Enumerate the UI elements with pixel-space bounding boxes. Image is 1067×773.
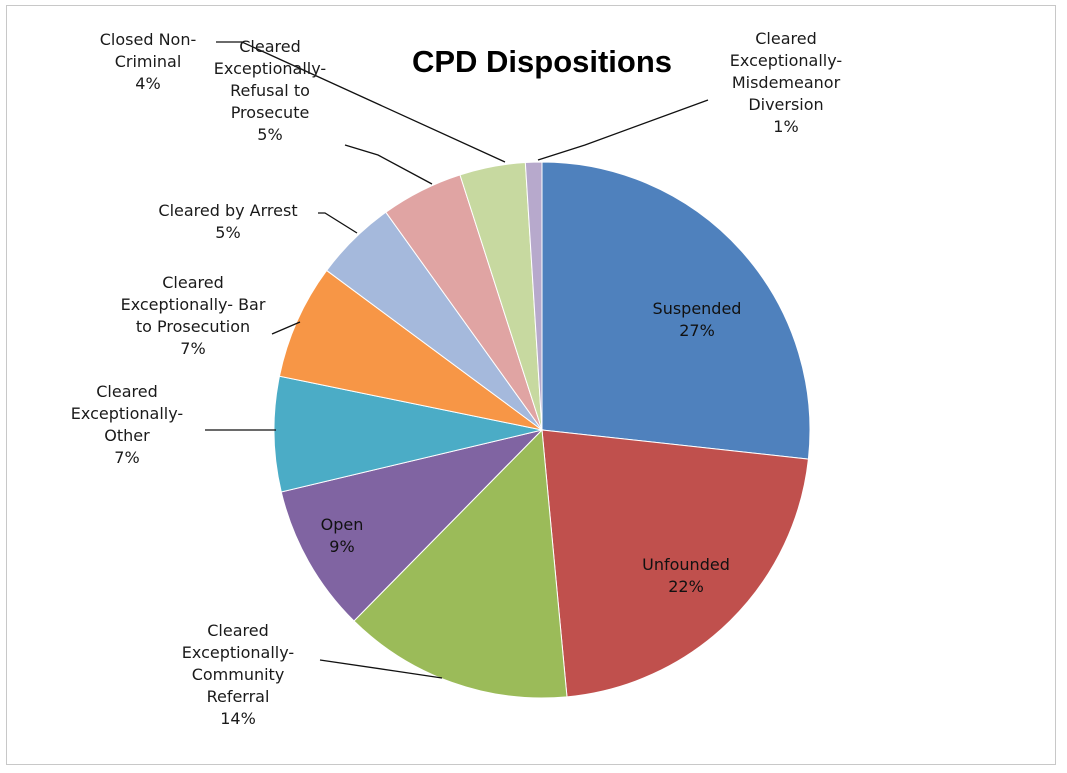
data-label-cleared-exceptionally-misdemeanor-diversion: Cleared Exceptionally- Misdemeanor Diversio… xyxy=(730,29,842,136)
data-label-open: Open 9% xyxy=(321,515,364,556)
data-label-line: Unfounded xyxy=(642,555,730,574)
pie-slice-unfounded xyxy=(541,429,809,698)
data-label-line: Cleared xyxy=(755,29,817,48)
data-label-line: Prosecute xyxy=(231,103,310,122)
leader-line-cleared-exceptionally-bar-to-prosecution xyxy=(271,321,301,335)
data-label-line: Exceptionally- xyxy=(182,643,294,662)
data-label-suspended: Suspended 27% xyxy=(653,299,742,340)
data-label-percent: 14% xyxy=(220,709,256,728)
data-label-cleared-exceptionally-refusal-to-prosecute: Cleared Exceptionally- Refusal to Prosecute… xyxy=(214,37,326,144)
data-label-cleared-by-arrest: Cleared by Arrest 5% xyxy=(158,201,297,242)
data-label-line: Diversion xyxy=(748,95,823,114)
pie-slice-open xyxy=(280,429,544,622)
data-label-percent: 1% xyxy=(773,117,798,136)
leader-line-cleared-exceptionally-refusal-to-prosecute xyxy=(344,144,433,185)
data-label-line: Open xyxy=(321,515,364,534)
data-label-percent: 5% xyxy=(257,125,282,144)
data-label-cleared-exceptionally-bar-to-prosecution: Cleared Exceptionally- Bar to Prosecution 7… xyxy=(121,273,266,358)
data-label-unfounded: Unfounded 22% xyxy=(642,555,730,596)
data-label-line: Exceptionally- Bar xyxy=(121,295,266,314)
data-label-line: Cleared xyxy=(239,37,301,56)
data-label-line: to Prosecution xyxy=(136,317,250,336)
data-label-percent: 22% xyxy=(668,577,704,596)
data-label-line: Cleared xyxy=(207,621,269,640)
data-label-cleared-exceptionally-community-referral: Cleared Exceptionally- Community Referral 14… xyxy=(182,621,294,728)
data-label-line: Closed Non- xyxy=(100,30,197,49)
data-label-line: Cleared xyxy=(162,273,224,292)
data-label-line: Criminal xyxy=(115,52,182,71)
data-label-line: Exceptionally- xyxy=(214,59,326,78)
data-label-line: Exceptionally- xyxy=(71,404,183,423)
data-label-percent: 9% xyxy=(329,537,354,556)
chart-title: CPD Dispositions xyxy=(412,44,672,79)
pie-slice-cleared-exceptionally-other xyxy=(273,375,543,493)
pie-slice-cleared-exceptionally-community-referral xyxy=(353,428,568,699)
leader-line-cleared-by-arrest xyxy=(318,212,358,234)
data-label-line: Other xyxy=(104,426,150,445)
data-labels: Suspended 27% Unfounded 22% Cleared Exception… xyxy=(71,29,842,728)
leader-line-cleared-exceptionally-misdemeanor-diversion xyxy=(537,99,709,161)
data-label-cleared-exceptionally-other: Cleared Exceptionally- Other 7% xyxy=(71,382,183,467)
data-label-percent: 27% xyxy=(679,321,715,340)
pie-slice-cleared-exceptionally-bar-to-prosecution xyxy=(278,269,543,431)
pie-slice-cleared-exceptionally-misdemeanor-diversion xyxy=(524,161,543,431)
data-label-line: Community xyxy=(192,665,285,684)
data-label-line: Refusal to xyxy=(230,81,310,100)
data-label-percent: 7% xyxy=(114,448,139,467)
data-label-percent: 5% xyxy=(215,223,240,242)
pie-slice-suspended xyxy=(541,161,811,460)
data-label-percent: 7% xyxy=(180,339,205,358)
pie-slices xyxy=(273,161,811,699)
data-label-closed-non-criminal: Closed Non- Criminal 4% xyxy=(100,30,197,93)
data-label-line: Cleared by Arrest xyxy=(158,201,297,220)
data-label-line: Suspended xyxy=(653,299,742,318)
data-label-percent: 4% xyxy=(135,74,160,93)
leader-lines xyxy=(205,41,709,679)
data-label-line: Misdemeanor xyxy=(732,73,841,92)
leader-line-closed-non-criminal xyxy=(216,41,506,163)
data-label-line: Referral xyxy=(207,687,270,706)
leader-line-cleared-exceptionally-community-referral xyxy=(319,659,443,679)
data-label-line: Cleared xyxy=(96,382,158,401)
data-label-line: Exceptionally- xyxy=(730,51,842,70)
